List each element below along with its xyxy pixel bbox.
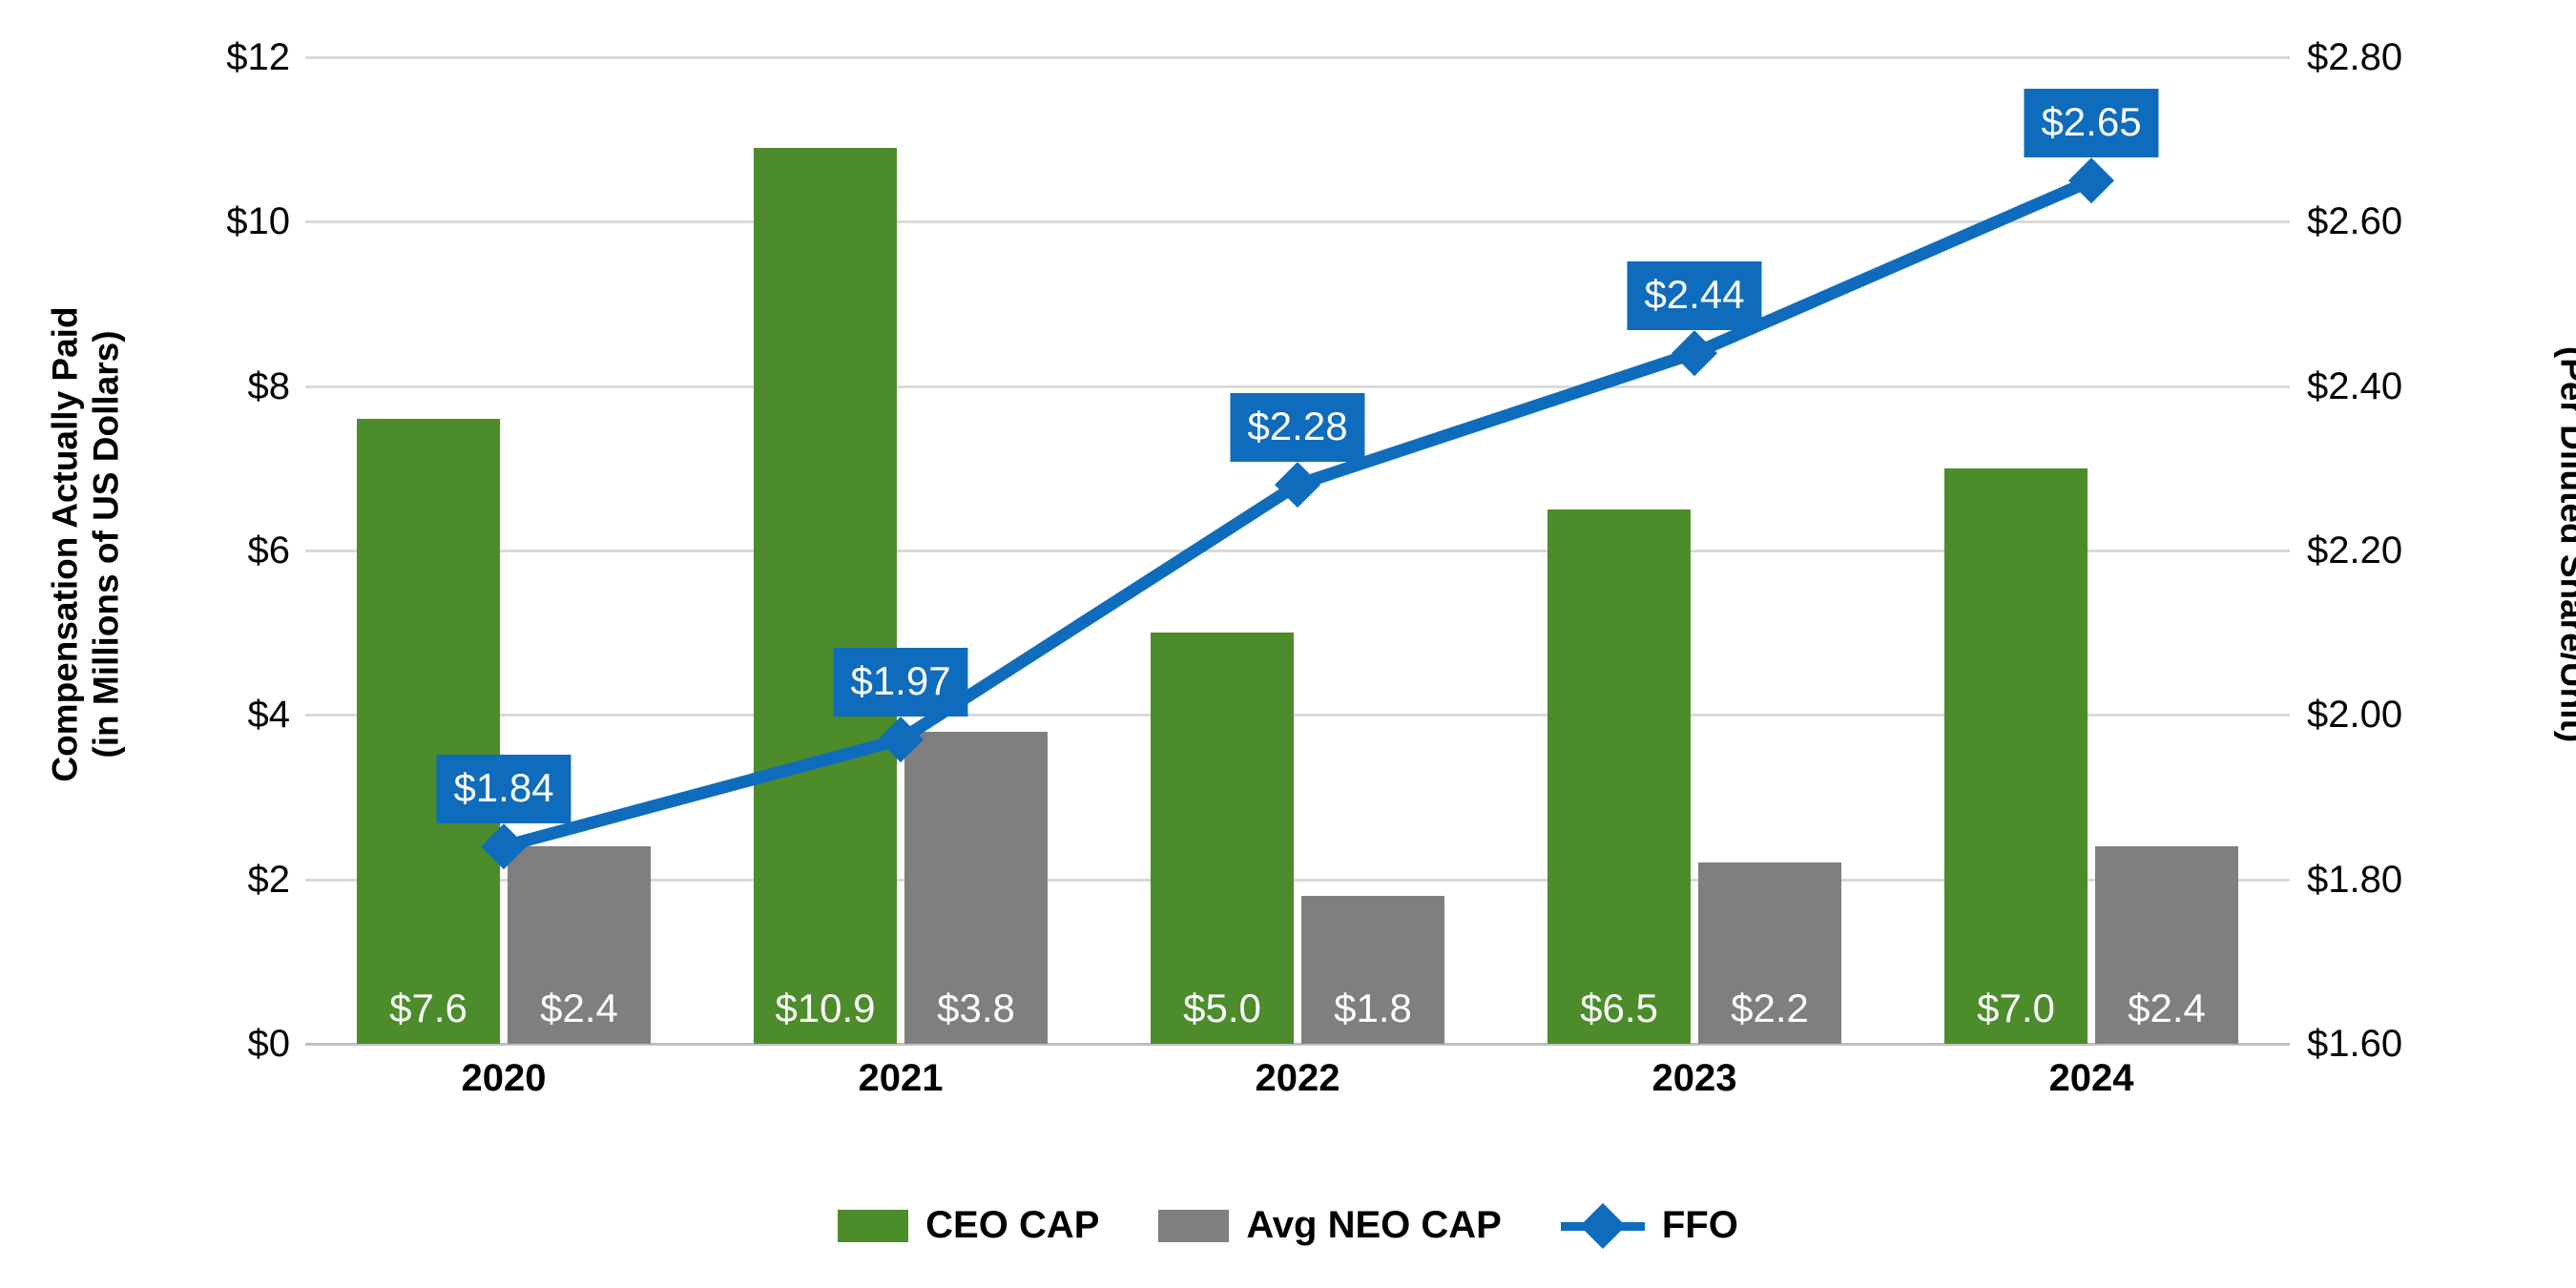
bar-value-label: $5.0 [1183, 986, 1261, 1030]
bar-ceo-cap-2023[interactable]: $6.5 [1548, 509, 1691, 1044]
y-axis-left-tick-label: $6 [247, 530, 291, 571]
ffo-marker-2020[interactable] [481, 823, 527, 870]
bar-avg-neo-cap-2024[interactable]: $2.4 [2095, 846, 2238, 1044]
x-axis-label-2024: 2024 [2048, 1057, 2134, 1099]
y-axis-left-tick-label: $12 [226, 36, 290, 78]
plot-area: $7.6 $2.4 $10.9 $3.8 $5.0 $1.8 $6.5 $2.2 $7.0 $2.… [305, 56, 2290, 1046]
legend-label: CEO CAP [925, 1204, 1100, 1246]
bar-value-label: $7.0 [1977, 986, 2055, 1030]
x-axis-label-2022: 2022 [1255, 1057, 1340, 1099]
gridline [305, 550, 2290, 552]
square-swatch-icon [1158, 1209, 1230, 1242]
gridline [305, 56, 2290, 59]
gridline [305, 1043, 2290, 1046]
y-axis-right-title: FFO (Per Diluted Share/Unit) [2554, 345, 2576, 743]
x-axis-label-2023: 2023 [1652, 1057, 1737, 1099]
x-axis-label-2021: 2021 [858, 1057, 944, 1099]
y-axis-left-tick-label: $8 [247, 364, 291, 407]
chart-legend: CEO CAP Avg NEO CAP FFO [0, 1204, 2576, 1247]
y-axis-right-tick-label: $2.60 [2307, 200, 2403, 243]
bar-avg-neo-cap-2021[interactable]: $3.8 [904, 731, 1048, 1044]
bar-value-label: $2.4 [540, 986, 618, 1030]
gridline [305, 220, 2290, 224]
y-axis-right-tick-label: $2.80 [2307, 36, 2403, 78]
legend-item-avg-neo-cap[interactable]: Avg NEO CAP [1158, 1204, 1502, 1247]
ffo-data-label-2022: $2.28 [1230, 393, 1365, 463]
bar-value-label: $1.8 [1334, 986, 1412, 1030]
bar-ceo-cap-2020[interactable]: $7.6 [357, 419, 500, 1044]
bar-value-label: $3.8 [937, 986, 1015, 1030]
square-swatch-icon [838, 1209, 909, 1242]
y-axis-right-tick-label: $2.20 [2307, 530, 2403, 571]
legend-item-ffo[interactable]: FFO [1560, 1204, 1738, 1247]
y-axis-left-tick-label: $2 [247, 858, 291, 901]
ffo-data-label-2021: $1.97 [833, 648, 968, 717]
y-axis-left-tick-label: $4 [247, 694, 291, 737]
gridline [305, 878, 2290, 882]
gridline [305, 384, 2290, 388]
y-axis-right-tick-label: $1.60 [2307, 1023, 2403, 1065]
ffo-data-label-2020: $1.84 [436, 755, 571, 824]
y-axis-right-tick-label: $2.40 [2307, 364, 2403, 407]
ffo-marker-2023[interactable] [1672, 330, 1717, 377]
bar-avg-neo-cap-2022[interactable]: $1.8 [1301, 895, 1444, 1044]
y-axis-left-tick-label: $0 [247, 1023, 291, 1065]
y-axis-right-tick-label: $2.00 [2307, 694, 2403, 737]
y-axis-right-tick-label: $1.80 [2307, 858, 2403, 901]
bar-value-label: $2.2 [1731, 986, 1809, 1030]
y-axis-left-title: Compensation Actually Paid (in Millions … [45, 306, 125, 782]
bar-value-label: $10.9 [775, 986, 876, 1030]
bar-ceo-cap-2021[interactable]: $10.9 [754, 147, 897, 1044]
ffo-line-series [481, 157, 2114, 870]
bar-value-label: $7.6 [389, 986, 467, 1030]
ffo-data-label-2024: $2.65 [2024, 89, 2159, 158]
bar-value-label: $2.4 [2128, 986, 2206, 1030]
bar-value-label: $6.5 [1580, 986, 1658, 1030]
ffo-data-label-2023: $2.44 [1627, 261, 1762, 331]
legend-label: Avg NEO CAP [1246, 1204, 1502, 1246]
bar-avg-neo-cap-2023[interactable]: $2.2 [1698, 862, 1841, 1044]
ffo-marker-2022[interactable] [1275, 462, 1320, 509]
line-diamond-icon [1560, 1210, 1645, 1242]
bar-ceo-cap-2024[interactable]: $7.0 [1944, 467, 2088, 1044]
bar-avg-neo-cap-2020[interactable]: $2.4 [508, 846, 651, 1044]
x-axis-label-2020: 2020 [461, 1057, 547, 1099]
bar-ceo-cap-2022[interactable]: $5.0 [1151, 633, 1294, 1044]
legend-label: FFO [1661, 1204, 1738, 1246]
ffo-marker-2021[interactable] [878, 717, 924, 763]
y-axis-left-tick-label: $10 [226, 200, 290, 243]
gridline [305, 714, 2290, 717]
ffo-line-path [497, 174, 2098, 853]
ffo-marker-2024[interactable] [2068, 157, 2114, 204]
legend-item-ceo-cap[interactable]: CEO CAP [838, 1204, 1099, 1247]
